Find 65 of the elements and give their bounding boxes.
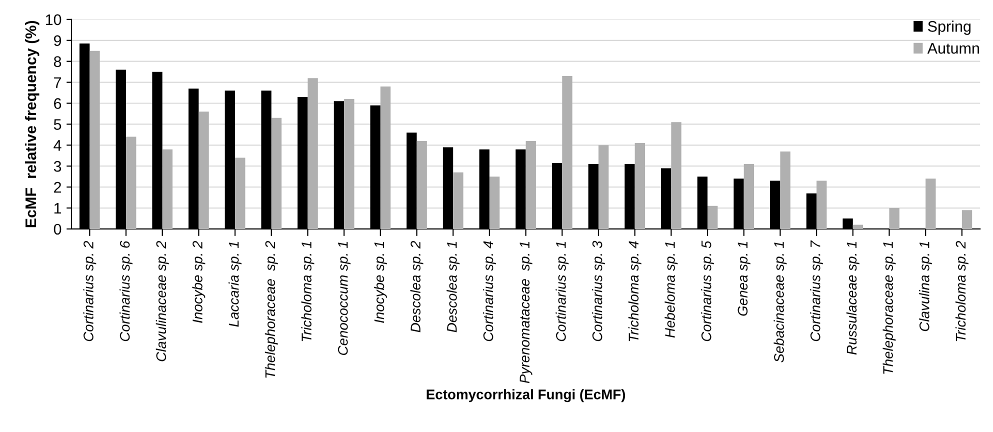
x-tick-label: Tricholoma sp. 2 [955, 240, 968, 342]
y-tick-label: 6 [54, 98, 62, 109]
y-tick-label: 7 [54, 77, 62, 88]
x-tick-label: Inocybe sp. 1 [374, 242, 387, 323]
x-tick-label: Pyrenomataceae sp. 1 [520, 242, 532, 384]
x-tick-label: Cortinarius sp. 6 [120, 240, 132, 342]
x-tick-label: Genea sp. 1 [738, 242, 750, 316]
x-tick-label: Cortinarius sp. 7 [810, 240, 824, 342]
bar [526, 140, 536, 229]
bar [816, 180, 827, 229]
y-tick-label: 10 [46, 14, 62, 26]
bar [744, 164, 754, 229]
y-tick-label: 4 [54, 140, 62, 151]
x-tick-label: Tricholoma sp. 4 [628, 241, 642, 342]
bar [598, 145, 609, 229]
x-tick-label: Cortinarius sp. 5 [701, 240, 714, 342]
y-tick-label: 8 [54, 56, 62, 68]
bar [271, 118, 282, 229]
bar [308, 78, 318, 229]
y-axis-title: EcMF relative frequency (%) [24, 20, 40, 228]
x-tick-label: Sebacinaceae sp. 1 [774, 242, 787, 362]
legend-label: Autumn [927, 43, 979, 54]
bar [126, 136, 136, 229]
bar [962, 210, 972, 229]
x-axis-title: Ectomycorrhizal Fungi (EcMF) [426, 389, 626, 402]
bar [852, 224, 864, 229]
x-tick-label: Hebeloma sp. 1 [664, 242, 678, 338]
bar [344, 99, 354, 229]
bar [489, 176, 500, 229]
bar [416, 140, 427, 229]
y-tick-label: 9 [54, 35, 62, 46]
bar [198, 112, 209, 229]
x-tick-label: Cortinarius sp. 4 [482, 241, 496, 342]
legend-label: Spring [928, 20, 970, 35]
bar [380, 86, 391, 229]
bar [780, 151, 790, 229]
bar [926, 178, 936, 229]
bar [90, 50, 100, 229]
x-tick-label: Tricholoma sp. 1 [301, 242, 314, 342]
x-tick-label: Clavulinaceae sp. 2 [156, 240, 169, 362]
x-tick-label: Inocybe sp. 2 [192, 240, 206, 323]
bar [708, 206, 718, 229]
x-tick-label: Laccaria sp. 1 [228, 242, 242, 327]
x-tick-label: Cortinarius sp. 3 [592, 240, 605, 342]
y-tick-label: 3 [54, 160, 62, 172]
y-tick-label: 1 [54, 203, 62, 214]
bar [162, 149, 173, 229]
x-tick-label: Descolea sp. 2 [410, 240, 424, 332]
x-tick-label: Cortinarius sp. 1 [556, 242, 569, 342]
bar [562, 76, 572, 229]
x-tick-label: Thelephoraceae sp. 1 [882, 242, 896, 374]
x-tick-label: Clavulina sp. 1 [919, 242, 932, 332]
x-tick-label: Cenococcum sp. 1 [338, 242, 351, 356]
bar [453, 172, 464, 229]
y-tick-label: 0 [54, 224, 62, 235]
x-tick-label: Cortinarius sp. 2 [83, 240, 96, 342]
bar [634, 143, 645, 229]
y-tick-label: 2 [54, 182, 62, 193]
x-tick-label: Thelephoraceae sp. 2 [264, 240, 278, 378]
x-tick-label: Russulaceae sp. 1 [846, 242, 860, 355]
bar [889, 208, 900, 229]
y-tick-label: 5 [54, 119, 62, 130]
bar [235, 158, 246, 229]
x-tick-label: Descolea sp. 1 [446, 242, 460, 332]
bar [671, 122, 682, 229]
